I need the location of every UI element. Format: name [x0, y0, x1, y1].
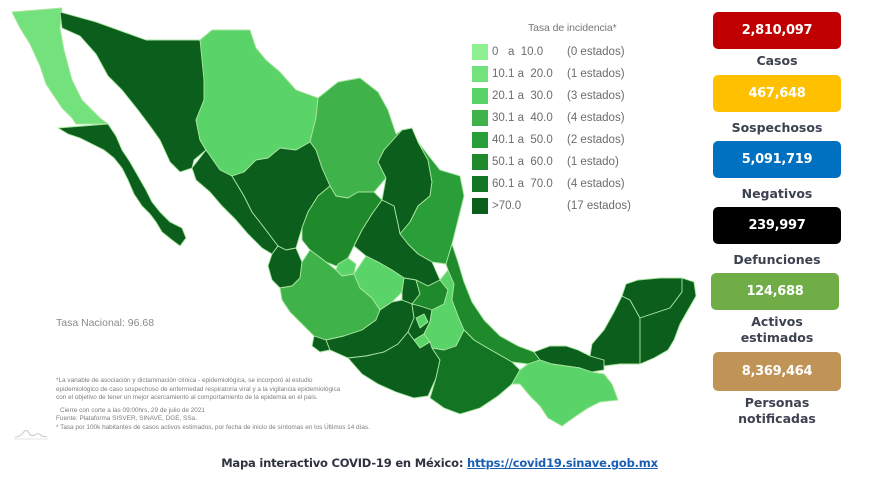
- legend-range: 40.1 a 50.0: [492, 134, 553, 146]
- stat-notificadas-label-line2: notificadas: [738, 411, 816, 426]
- stat-activos-label-line2: estimados: [740, 330, 814, 345]
- stat-notificadas-label-line1: Personas: [744, 395, 810, 410]
- stat-negativos-label: Negativos: [741, 186, 813, 201]
- legend-item: 60.1 a 70.0 (4 estados): [472, 173, 652, 195]
- footnote-line: epidemiológico de caso sospechoso de enf…: [56, 385, 341, 393]
- stat-activos-label: Activos estimados: [713, 314, 841, 346]
- national-rate: Tasa Nacional: 96.68: [56, 317, 155, 329]
- legend-title: Tasa de incidencia*: [528, 22, 617, 34]
- state-colima[interactable]: [311, 335, 331, 353]
- legend-count: (0 estados): [567, 46, 625, 58]
- state-chiapas[interactable]: [511, 359, 619, 427]
- footnote-line: con el objetivo de tener un mejor acerca…: [56, 394, 318, 402]
- stat-defunciones-value: 239,997: [713, 207, 841, 244]
- state-sonora[interactable]: [59, 11, 207, 173]
- rate-note: * Tasa por 100k habitantes de casos acti…: [56, 423, 370, 431]
- legend-swatch: [472, 154, 488, 170]
- legend-range: 10.1 a 20.0: [492, 68, 553, 80]
- legend-count: (2 estados): [567, 134, 625, 146]
- footnotes: *La variable de asociación y dictaminaci…: [56, 377, 456, 433]
- stat-notificadas-value: 8,369,464: [713, 352, 841, 391]
- footer: Mapa interactivo COVID-19 en México: htt…: [0, 456, 879, 470]
- cutoff-date: Cierre con corte a las 09:00hrs, 29 de j…: [60, 406, 205, 414]
- legend-range: 50.1 a 60.0: [492, 156, 553, 168]
- stats-panel: 2,810,097 Casos 467,648 Sospechosos 5,09…: [711, 12, 841, 427]
- stat-notificadas-label: Personas notificadas: [713, 395, 841, 427]
- interactive-map-link[interactable]: https://covid19.sinave.gob.mx: [467, 456, 658, 470]
- stat-sospechosos-label: Sospechosos: [731, 120, 823, 135]
- stat-defunciones-label: Defunciones: [733, 252, 821, 267]
- stat-activos-value: 124,688: [711, 273, 839, 310]
- legend-item: 30.1 a 40.0 (4 estados): [472, 107, 652, 129]
- legend-count: (4 estados): [567, 112, 625, 124]
- legend-item: 20.1 a 30.0 (3 estados): [472, 85, 652, 107]
- legend-range: 60.1 a 70.0: [492, 178, 553, 190]
- legend-range: >70.0: [492, 200, 522, 212]
- legend-swatch: [472, 198, 488, 214]
- state-quintana-roo[interactable]: [639, 277, 697, 365]
- state-campeche[interactable]: [589, 295, 641, 367]
- legend-swatch: [472, 110, 488, 126]
- legend-swatch: [472, 88, 488, 104]
- legend-swatch: [472, 176, 488, 192]
- mexico-incidence-map: [11, 7, 697, 427]
- state-baja-california-sur[interactable]: [57, 123, 187, 247]
- footer-text: Mapa interactivo COVID-19 en México:: [221, 456, 468, 470]
- stat-activos-label-line1: Activos: [751, 314, 803, 329]
- legend-swatch: [472, 66, 488, 82]
- data-source: Fuente: Plataforma SISVER, SINAVE, DGE, …: [56, 415, 197, 423]
- logo-icon: [14, 430, 48, 440]
- footnote-line: *La variable de asociación y dictaminaci…: [56, 377, 313, 384]
- legend-count: (1 estado): [567, 156, 619, 168]
- legend-count: (17 estados): [567, 200, 631, 212]
- legend-range: 30.1 a 40.0: [492, 112, 553, 124]
- legend-item: 0 a 10.0 (0 estados): [472, 41, 652, 63]
- legend-item: 50.1 a 60.0 (1 estado): [472, 151, 652, 173]
- state-baja-california[interactable]: [11, 7, 109, 125]
- legend-count: (1 estados): [567, 68, 625, 80]
- stat-sospechosos-value: 467,648: [713, 75, 841, 112]
- legend-count: (4 estados): [567, 178, 625, 190]
- legend-item: >70.0 (17 estados): [472, 195, 652, 217]
- legend-item: 40.1 a 50.0 (2 estados): [472, 129, 652, 151]
- stat-negativos-value: 5,091,719: [713, 141, 841, 178]
- map-legend: Tasa de incidencia* 0 a 10.0 (0 estados)…: [472, 22, 652, 217]
- legend-count: (3 estados): [567, 90, 625, 102]
- stat-casos-label: Casos: [756, 53, 798, 68]
- legend-swatch: [472, 44, 488, 60]
- legend-range: 20.1 a 30.0: [492, 90, 553, 102]
- legend-swatch: [472, 132, 488, 148]
- legend-item: 10.1 a 20.0 (1 estados): [472, 63, 652, 85]
- stat-casos-value: 2,810,097: [713, 12, 841, 49]
- state-cdmx[interactable]: [415, 313, 429, 329]
- legend-range: 0 a 10.0: [492, 46, 544, 58]
